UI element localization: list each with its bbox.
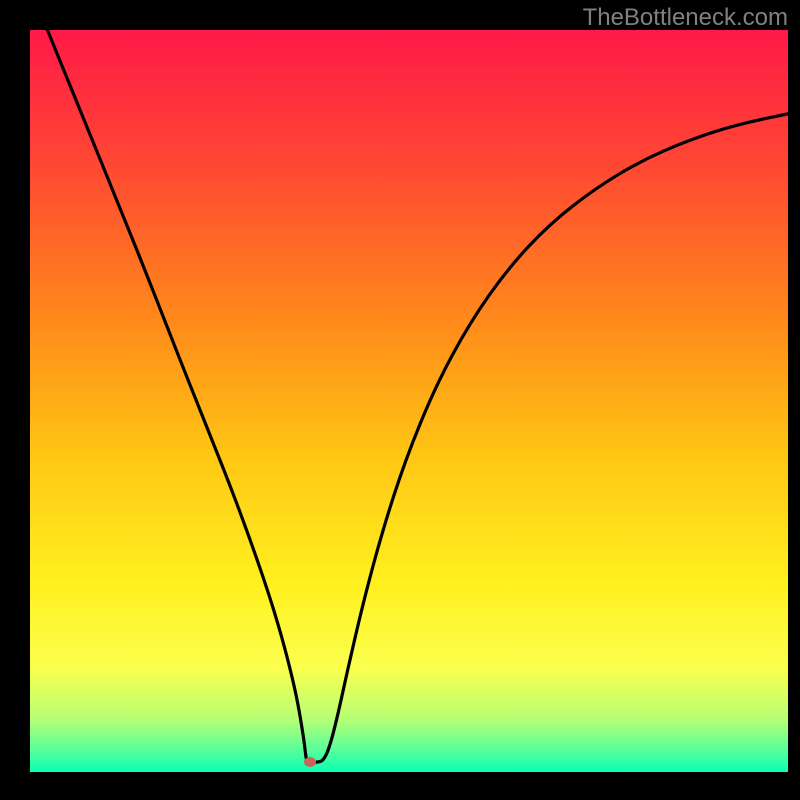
optimal-point-marker [304, 757, 316, 767]
bottleneck-curve-svg [30, 30, 788, 772]
watermark-label: TheBottleneck.com [583, 4, 788, 32]
chart-container: TheBottleneck.com [0, 0, 800, 800]
bottleneck-curve-path [47, 30, 788, 763]
plot-area [30, 30, 788, 772]
